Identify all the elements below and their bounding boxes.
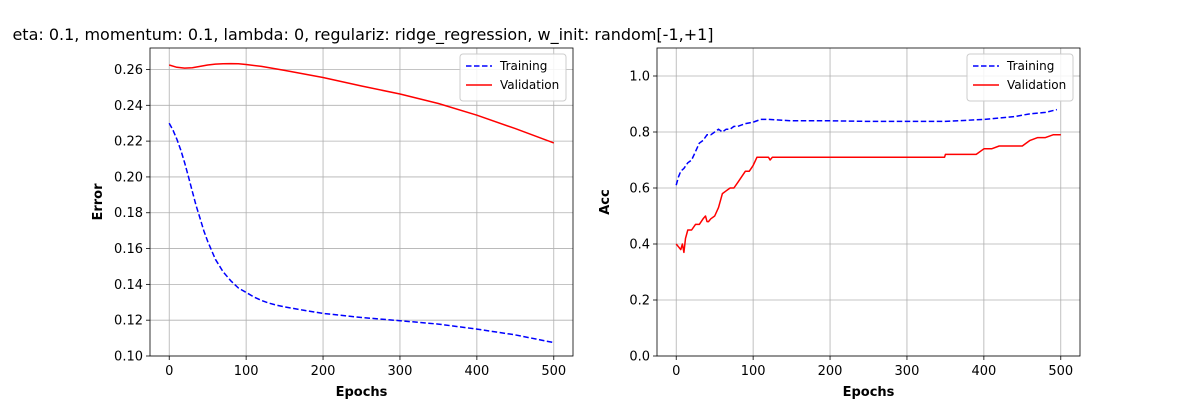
error-y-tick-label: 0.18 <box>114 206 143 221</box>
acc-x-tick-label: 200 <box>818 364 843 379</box>
error-x-tick-label: 200 <box>311 364 336 379</box>
acc-y-axis-label: Acc <box>598 189 613 214</box>
error-y-tick-label: 0.14 <box>114 278 143 293</box>
error-y-axis-label: Error <box>91 183 106 221</box>
acc-x-tick-label: 300 <box>895 364 920 379</box>
error-x-tick-label: 400 <box>464 364 489 379</box>
error-x-axis-label: Epochs <box>336 385 388 400</box>
error-y-tick-label: 0.10 <box>114 350 143 365</box>
error-y-tick-label: 0.26 <box>114 63 143 78</box>
acc-x-axis-label: Epochs <box>843 385 895 400</box>
acc-x-tick-label: 100 <box>741 364 766 379</box>
error-x-tick-label: 100 <box>234 364 259 379</box>
acc-y-tick-label: 1.0 <box>629 70 650 85</box>
acc-axes-frame <box>656 47 1081 357</box>
error-y-tick-label: 0.20 <box>114 170 143 185</box>
acc-legend-label-training: Training <box>1006 59 1054 73</box>
error-y-tick-label: 0.22 <box>114 135 143 150</box>
error-legend-label-validation: Validation <box>500 78 559 92</box>
error-y-tick-label: 0.16 <box>114 242 143 257</box>
error-y-tick-label: 0.24 <box>114 99 143 114</box>
acc-y-tick-label: 0.4 <box>629 238 650 253</box>
acc-x-tick-label: 500 <box>1048 364 1073 379</box>
acc-y-tick-label: 0.6 <box>629 182 650 197</box>
error-y-tick-label: 0.12 <box>114 314 143 329</box>
error-legend: Training Validation <box>459 53 567 102</box>
error-chart: 0 100 200 300 400 500 0.10 0.12 0.14 0.16 0.18 0.20… <box>91 47 574 400</box>
error-series-validation-line <box>168 62 555 144</box>
error-x-tick-label: 0 <box>165 364 173 379</box>
error-series-training-line <box>168 122 554 344</box>
figure-title: eta: 0.1, momentum: 0.1, lambda: 0, regu… <box>12 25 713 45</box>
error-x-tick-label: 500 <box>541 364 566 379</box>
acc-y-tick-label: 0.8 <box>629 126 650 141</box>
acc-legend: Training Validation <box>966 53 1074 102</box>
accuracy-chart: 0 100 200 300 400 500 0.0 0.2 0.4 0.6 0.8 1.0 Epochs… <box>598 47 1081 400</box>
acc-series-validation-line <box>675 134 1061 254</box>
acc-x-tick-label: 0 <box>672 364 680 379</box>
acc-y-tick-label: 0.2 <box>629 294 650 309</box>
acc-series-training-line <box>675 108 1058 186</box>
error-axes-frame <box>149 47 574 357</box>
acc-y-tick-label: 0.0 <box>629 350 650 365</box>
error-legend-label-training: Training <box>499 59 547 73</box>
acc-x-tick-label: 400 <box>971 364 996 379</box>
error-x-tick-label: 300 <box>388 364 413 379</box>
acc-legend-label-validation: Validation <box>1007 78 1066 92</box>
